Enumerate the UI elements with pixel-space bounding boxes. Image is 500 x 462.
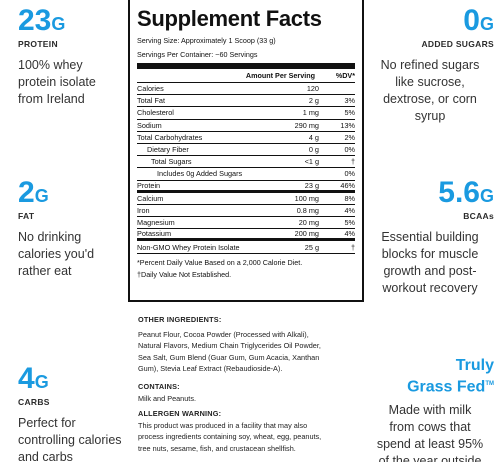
facts-row: Dietary Fiber 0 g 0% <box>137 144 355 157</box>
nutrient-name: Sodium <box>137 120 162 130</box>
nutrient-amount: 100 mg <box>294 193 319 203</box>
nutrient-name: Iron <box>137 205 150 215</box>
facts-row: Total Carbohydrates 4 g 2% <box>137 132 355 144</box>
nutrient-dv: 5% <box>344 108 355 118</box>
bcaa-value: 5.6G <box>438 176 494 209</box>
nutrient-dv: † <box>350 157 355 167</box>
nutrient-name: Potassium <box>137 229 172 239</box>
nutrient-name: Calories <box>137 84 164 94</box>
contains-heading: CONTAINS: <box>138 381 180 391</box>
nutrient-name: Total Fat <box>137 96 165 106</box>
nutrient-dv: 0% <box>344 145 355 155</box>
nutrient-dv: 2% <box>344 132 355 142</box>
protein-value: 23G <box>18 4 66 37</box>
facts-row: Includes 0g Added Sugars 0% <box>137 168 355 181</box>
nutrient-dv: 3% <box>344 96 355 106</box>
facts-row: Iron 0.8 mg 4% <box>137 205 355 218</box>
fat-value: 2G <box>18 176 49 209</box>
sugars-callout: 0G ADDED SUGARS No refined sugars like s… <box>366 6 494 125</box>
bcaa-callout: 5.6G BCAAs Essential building blocks for… <box>366 178 494 297</box>
supplement-facts-panel: Supplement Facts Serving Size: Approxima… <box>128 0 364 302</box>
facts-row: Protein 23 g 46% <box>137 181 355 193</box>
allergen-heading: ALLERGEN WARNING: <box>138 409 222 419</box>
facts-header-row: Amount Per Serving %DV* <box>137 69 355 83</box>
grass-fed-desc: Made with milk from cows that spend at l… <box>376 403 484 462</box>
nutrient-amount: <1 g <box>304 157 319 167</box>
nutrient-name: Protein <box>137 180 161 190</box>
contains-text: Milk and Peanuts. <box>138 393 197 403</box>
servings-per-container: Servings Per Container: ~60 Servings <box>137 50 258 59</box>
facts-row: Potassium 200 mg 4% <box>137 229 355 242</box>
carbs-caption: CARBS <box>18 397 50 407</box>
carbs-value: 4G <box>18 362 49 395</box>
facts-row: Sodium 290 mg 13% <box>137 120 355 132</box>
dv-header: %DV* <box>335 71 355 80</box>
amount-per-serving-header: Amount Per Serving <box>245 71 315 80</box>
nutrient-amount: 4 g <box>308 132 319 142</box>
nutrient-amount: 2 g <box>308 96 319 106</box>
facts-row: Calcium 100 mg 8% <box>137 193 355 205</box>
protein-callout: 23G PROTEIN 100% whey protein isolate fr… <box>18 6 96 108</box>
other-ingredients-text: Peanut Flour, Cocoa Powder (Processed wi… <box>138 329 321 374</box>
nutrient-name: Includes 0g Added Sugars <box>157 169 243 179</box>
sugars-caption: ADDED SUGARS <box>421 39 494 49</box>
ingredients-section: OTHER INGREDIENTS: Peanut Flour, Cocoa P… <box>138 314 366 455</box>
thick-divider <box>137 63 355 69</box>
nutrient-name: Dietary Fiber <box>147 145 189 155</box>
sugars-desc: No refined sugars like sucrose, dextrose… <box>380 58 480 123</box>
nutrient-amount: 23 g <box>304 180 319 190</box>
nutrient-amount: 290 mg <box>294 120 319 130</box>
bcaa-desc: Essential building blocks for muscle gro… <box>381 230 479 295</box>
nutrient-name: Total Sugars <box>151 157 192 167</box>
facts-rows: Calories 120 Total Fat 2 g 3% Cholesterol 1 mg… <box>137 83 355 254</box>
nutrient-dv: 4% <box>344 229 355 239</box>
nutrient-name: Cholesterol <box>137 108 174 118</box>
nutrient-dv: 0% <box>344 169 355 179</box>
carbs-callout: 4G CARBS Perfect for controlling calorie… <box>18 364 122 462</box>
fat-callout: 2G FAT No drinking calories you'd rather… <box>18 178 94 280</box>
facts-row: Calories 120 <box>137 83 355 96</box>
nutrient-dv: 13% <box>340 120 355 130</box>
carbs-desc: Perfect for controlling calories and car… <box>18 416 122 462</box>
sugars-value: 0G <box>463 4 494 37</box>
nutrient-name: Non-GMO Whey Protein Isolate <box>137 242 240 252</box>
nutrient-amount: 0.8 mg <box>296 205 319 215</box>
nutrient-dv: † <box>350 242 355 252</box>
allergen-text: This product was produced in a facility … <box>138 420 322 453</box>
facts-row: Total Sugars <1 g † <box>137 156 355 169</box>
nutrient-dv: 8% <box>344 193 355 203</box>
fat-desc: No drinking calories you'd rather eat <box>18 230 95 278</box>
facts-row: Cholesterol 1 mg 5% <box>137 107 355 120</box>
footnote-dv: *Percent Daily Value Based on a 2,000 Ca… <box>137 257 303 267</box>
nutrient-name: Total Carbohydrates <box>137 132 203 142</box>
nutrient-dv: 5% <box>344 218 355 228</box>
serving-size: Serving Size: Approximately 1 Scoop (33 … <box>137 36 276 45</box>
nutrient-amount: 120 <box>306 84 319 94</box>
facts-title: Supplement Facts <box>137 6 322 31</box>
protein-desc: 100% whey protein isolate from Ireland <box>18 58 96 106</box>
facts-row: Total Fat 2 g 3% <box>137 95 355 108</box>
nutrient-name: Calcium <box>137 193 164 203</box>
nutrient-amount: 25 g <box>304 242 319 252</box>
nutrient-amount: 0 g <box>308 145 319 155</box>
footnote-not-established: †Daily Value Not Established. <box>137 269 232 279</box>
nutrient-dv: 46% <box>340 180 355 190</box>
fat-caption: FAT <box>18 211 35 221</box>
other-ingredients-heading: OTHER INGREDIENTS: <box>138 315 222 324</box>
bcaa-caption: BCAAs <box>463 211 494 221</box>
grass-fed-callout: Truly Grass FedTM Made with milk from co… <box>366 356 494 462</box>
nutrient-amount: 200 mg <box>294 229 319 239</box>
protein-caption: PROTEIN <box>18 39 58 49</box>
grass-fed-heading: Truly Grass FedTM <box>407 357 494 396</box>
nutrient-name: Magnesium <box>137 218 175 228</box>
nutrient-amount: 1 mg <box>302 108 319 118</box>
nutrient-amount: 20 mg <box>298 218 319 228</box>
nutrient-dv: 4% <box>344 205 355 215</box>
facts-row: Non-GMO Whey Protein Isolate 25 g † <box>137 241 355 254</box>
facts-row: Magnesium 20 mg 5% <box>137 217 355 230</box>
